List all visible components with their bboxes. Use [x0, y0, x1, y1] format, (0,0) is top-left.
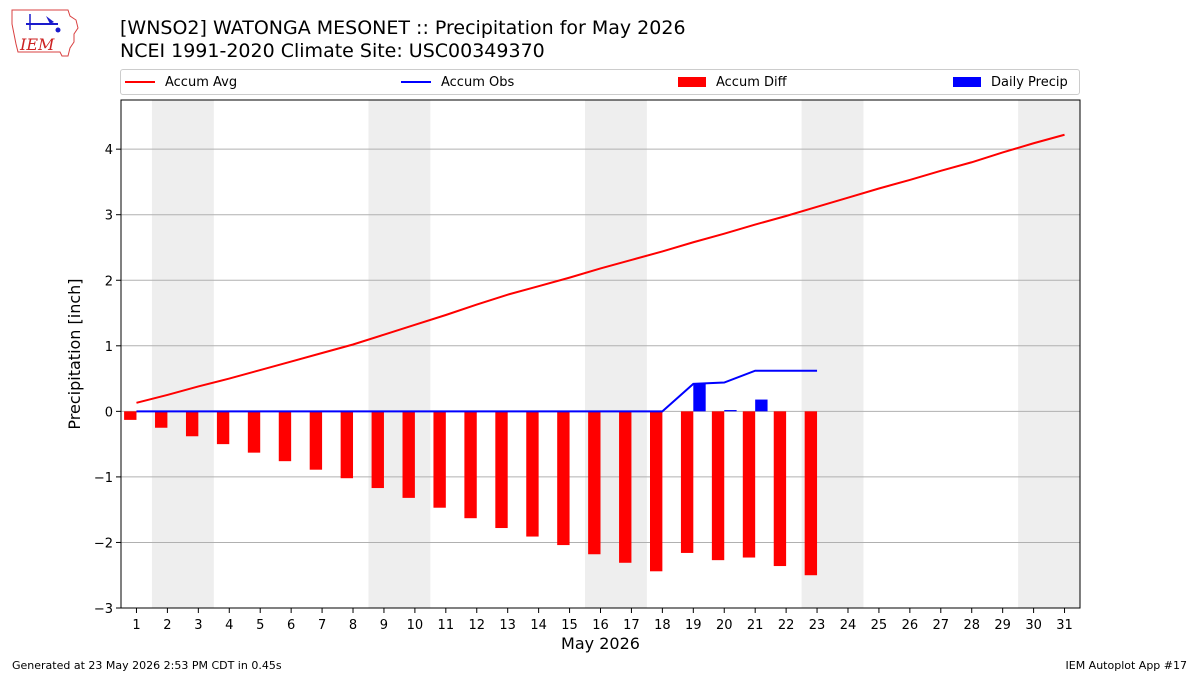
legend-label: Accum Obs — [441, 74, 515, 90]
legend-swatch — [953, 77, 981, 87]
x-tick-label: 9 — [380, 618, 388, 633]
chart-title: [WNSO2] WATONGA MESONET :: Precipitation… — [120, 17, 686, 39]
x-tick-label: 16 — [592, 618, 609, 633]
bar-accum-diff — [649, 411, 663, 572]
x-axis-label: May 2026 — [561, 634, 640, 653]
bar-accum-diff — [711, 411, 725, 561]
x-tick-label: 12 — [468, 618, 485, 633]
y-tick-label: −2 — [94, 536, 113, 551]
bar-series — [124, 383, 818, 576]
generated-timestamp: Generated at 23 May 2026 2:53 PM CDT in … — [12, 659, 282, 672]
x-tick-label: 29 — [994, 618, 1011, 633]
legend-label: Accum Diff — [716, 74, 787, 90]
x-tick-label: 15 — [561, 618, 578, 633]
line-accum-obs — [136, 369, 818, 413]
legend: Accum Avg Accum Obs Accum Diff Daily Pre… — [120, 69, 1080, 95]
bar-daily-precip — [693, 383, 706, 412]
y-axis-label: Precipitation [inch] — [65, 278, 84, 429]
y-tick-label: −3 — [94, 602, 113, 617]
legend-item-accum-obs: Accum Obs — [401, 73, 514, 91]
weekend-shading — [151, 100, 1080, 608]
x-tick-label: 19 — [685, 618, 702, 633]
bar-accum-diff — [124, 411, 137, 420]
y-tick-label: −1 — [94, 471, 113, 486]
x-tick-label: 5 — [256, 618, 264, 633]
iowa-outline-icon — [11, 9, 79, 57]
legend-swatch — [401, 81, 431, 83]
bar-accum-diff — [557, 411, 570, 546]
x-tick-label: 31 — [1056, 618, 1073, 633]
bar-daily-precip — [755, 399, 768, 412]
x-tick-label: 1 — [132, 618, 140, 633]
bar-accum-diff — [742, 411, 756, 558]
logo-text: IEM — [19, 35, 55, 54]
x-tick-label: 25 — [871, 618, 888, 633]
legend-item-daily-precip: Daily Precip — [953, 73, 1068, 91]
x-tick-label: 21 — [747, 618, 764, 633]
y-tick-label: 0 — [105, 405, 113, 420]
line-accum-avg — [136, 133, 1065, 404]
x-tick-label: 23 — [809, 618, 826, 633]
y-tick-label: 3 — [105, 209, 113, 224]
bar-accum-diff — [402, 411, 415, 498]
x-tick-label: 28 — [963, 618, 980, 633]
x-tick-label: 24 — [840, 618, 857, 633]
bar-accum-diff — [619, 411, 632, 563]
y-tick-label: 1 — [105, 340, 113, 355]
x-tick-label: 8 — [349, 618, 357, 633]
weekend-band — [151, 100, 214, 608]
chart-subtitle: NCEI 1991-2020 Climate Site: USC00349370 — [120, 40, 545, 62]
weekend-band — [368, 100, 431, 608]
bar-accum-diff — [680, 411, 694, 553]
bar-accum-diff — [773, 411, 787, 567]
bar-accum-diff — [278, 411, 292, 462]
iem-logo: IEM — [11, 9, 79, 57]
y-tick-label: 2 — [105, 274, 113, 289]
bar-accum-diff — [464, 411, 477, 519]
legend-swatch — [678, 77, 706, 87]
legend-swatch — [125, 81, 155, 83]
line-series — [136, 133, 1065, 413]
bar-accum-diff — [804, 411, 818, 576]
x-tick-label: 10 — [407, 618, 424, 633]
x-tick-label: 2 — [163, 618, 171, 633]
x-tick-label: 14 — [530, 618, 547, 633]
bar-accum-diff — [216, 411, 230, 445]
bar-accum-diff — [495, 411, 508, 529]
bar-accum-diff — [433, 411, 446, 508]
bar-accum-diff — [526, 411, 539, 537]
bar-accum-diff — [247, 411, 261, 453]
bar-accum-diff — [185, 411, 199, 437]
bar-accum-diff — [371, 411, 384, 489]
bar-accum-diff — [155, 411, 168, 428]
x-tick-label: 26 — [902, 618, 919, 633]
y-tick-label: 4 — [105, 143, 113, 158]
x-tick-label: 20 — [716, 618, 733, 633]
legend-item-accum-avg: Accum Avg — [125, 73, 237, 91]
legend-item-accum-diff: Accum Diff — [678, 73, 787, 91]
bar-daily-precip — [724, 410, 737, 412]
x-tick-label: 4 — [225, 618, 233, 633]
x-tick-label: 13 — [499, 618, 516, 633]
legend-label: Accum Avg — [165, 74, 238, 90]
x-tick-label: 27 — [933, 618, 950, 633]
bar-accum-diff — [309, 411, 323, 470]
x-tick-label: 17 — [623, 618, 640, 633]
x-tick-label: 6 — [287, 618, 295, 633]
x-tick-label: 3 — [194, 618, 202, 633]
legend-label: Daily Precip — [991, 74, 1068, 90]
bar-accum-diff — [588, 411, 601, 555]
x-tick-label: 22 — [778, 618, 795, 633]
weekend-band — [1018, 100, 1080, 608]
app-credit: IEM Autoplot App #17 — [1065, 659, 1188, 672]
x-tick-label: 11 — [438, 618, 455, 633]
x-tick-label: 30 — [1025, 618, 1042, 633]
bar-accum-diff — [340, 411, 354, 479]
x-tick-label: 7 — [318, 618, 326, 633]
x-tick-label: 18 — [654, 618, 671, 633]
